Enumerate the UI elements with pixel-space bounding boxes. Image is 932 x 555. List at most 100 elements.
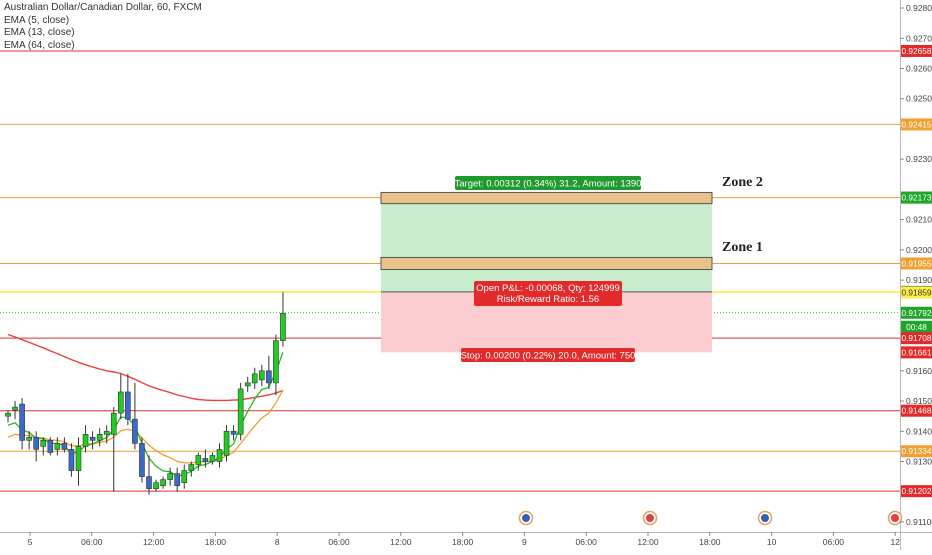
price-tag <box>901 118 932 131</box>
candle-body <box>40 440 47 447</box>
ema-13-legend[interactable]: EMA (13, close) <box>4 27 75 38</box>
event-icons[interactable] <box>518 510 903 526</box>
flag-icon <box>522 514 530 522</box>
candle-body <box>139 443 145 477</box>
price-tag <box>901 346 932 359</box>
candle-body <box>230 430 237 435</box>
price-tag-label: 0.92415 <box>902 119 932 129</box>
time-tick-label: 12 <box>890 537 900 547</box>
candle-body <box>223 430 230 456</box>
candle-body <box>26 437 32 441</box>
time-tick-label: 12:00 <box>637 537 659 547</box>
price-tag-label: 0.91202 <box>902 486 932 496</box>
flag-icon <box>761 514 769 522</box>
candle-body <box>75 446 82 471</box>
time-axis[interactable]: 5 06:00 12:00 18:00 8 06:00 12:00 18:00 9 06:00 12… <box>28 532 901 547</box>
time-tick-label: 5 <box>28 537 33 547</box>
target-area <box>381 197 712 292</box>
price-tag <box>901 257 932 270</box>
price-tag-label: 0.92173 <box>902 193 932 203</box>
price-tag-label: 00:48 <box>906 322 927 332</box>
candle-body <box>266 370 272 384</box>
time-tick-label: 06:00 <box>576 537 598 547</box>
zone-2-box[interactable] <box>380 191 713 205</box>
stop-label: Stop: 0.00200 (0.22%) 20.0, Amount: 750 <box>461 351 636 362</box>
time-tick-label: 12:00 <box>390 537 412 547</box>
candle-body <box>125 391 131 420</box>
price-tag-label: 0.91859 <box>902 288 932 298</box>
candle-body <box>280 313 286 341</box>
candle-body <box>181 470 188 483</box>
long-position-tool[interactable] <box>380 191 713 353</box>
flag-icon <box>646 514 654 522</box>
time-tick-label: 10 <box>767 537 777 547</box>
pnl-label: Open P&L: -0.00068, Qty: 124999 <box>476 283 620 294</box>
candle-body <box>273 340 279 384</box>
time-tick-label: 18:00 <box>699 537 721 547</box>
candle-body <box>61 443 68 450</box>
price-tag <box>901 44 932 57</box>
price-tag <box>901 191 932 204</box>
candles <box>5 292 286 495</box>
time-tick-label: 12:00 <box>143 537 165 547</box>
price-tag-label: 0.91708 <box>902 333 932 343</box>
candle-body <box>132 418 138 444</box>
candle-body <box>19 403 25 441</box>
ema-5-line <box>7 352 284 477</box>
candle-body <box>244 382 251 387</box>
candle-body <box>153 482 159 490</box>
time-tick-label: 18:00 <box>452 537 474 547</box>
target-label: Target: 0.00312 (0.34%) 31.2, Amount: 13… <box>455 179 642 190</box>
candle-body <box>33 437 40 450</box>
zone-1-box[interactable] <box>380 256 713 271</box>
time-tick-label: 9 <box>522 537 527 547</box>
candle-body <box>96 434 103 441</box>
price-tag <box>901 485 932 498</box>
candle-body <box>47 440 54 453</box>
ema-5-legend[interactable]: EMA (5, close) <box>4 14 70 26</box>
symbol-title[interactable]: Australian Dollar/Canadian Dollar, 60, F… <box>4 2 202 13</box>
flag-icon <box>891 514 899 522</box>
candle-body <box>174 473 180 486</box>
pnl-label-bg <box>474 281 622 306</box>
price-tag <box>901 320 932 333</box>
candle-body <box>82 434 89 447</box>
price-tag-label: 0.91792 <box>902 308 932 318</box>
price-tag-label: 0.91661 <box>902 347 932 357</box>
price-tag <box>901 404 932 417</box>
candle-body <box>167 473 173 480</box>
ema-lines <box>7 333 284 477</box>
ema-13-line <box>7 389 284 464</box>
price-tag <box>901 306 932 319</box>
candle-body <box>103 430 110 435</box>
candle-body <box>251 373 258 384</box>
price-tag <box>901 445 932 458</box>
ema-64-legend[interactable]: EMA (64, close) <box>4 39 75 51</box>
stop-label-bg <box>461 348 635 362</box>
candle-body <box>54 443 61 450</box>
time-tick-label: 8 <box>275 537 280 547</box>
candle-body <box>160 479 166 486</box>
candle-body <box>258 370 265 381</box>
candle-body <box>5 412 11 417</box>
price-tag-label: 0.92658 <box>902 46 932 56</box>
chart-legend: Australian Dollar/Canadian Dollar, 60, F… <box>4 2 202 52</box>
candle-body <box>216 449 223 462</box>
time-tick-label: 06:00 <box>823 537 845 547</box>
candle-body <box>202 458 209 462</box>
candle-body <box>188 464 195 471</box>
price-tag <box>901 332 932 345</box>
